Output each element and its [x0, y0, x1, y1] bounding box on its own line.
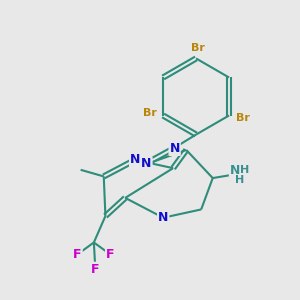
Text: H: H — [240, 165, 250, 175]
Text: Br: Br — [143, 108, 157, 118]
Text: N: N — [141, 158, 152, 170]
Text: H: H — [236, 176, 245, 185]
Text: N: N — [158, 211, 168, 224]
Text: F: F — [91, 263, 100, 276]
Text: F: F — [73, 248, 82, 261]
Text: N: N — [130, 153, 140, 167]
Text: N: N — [230, 164, 240, 177]
Text: Br: Br — [190, 43, 205, 53]
Text: F: F — [106, 248, 115, 261]
Text: N: N — [169, 142, 180, 155]
Text: Br: Br — [236, 113, 250, 124]
